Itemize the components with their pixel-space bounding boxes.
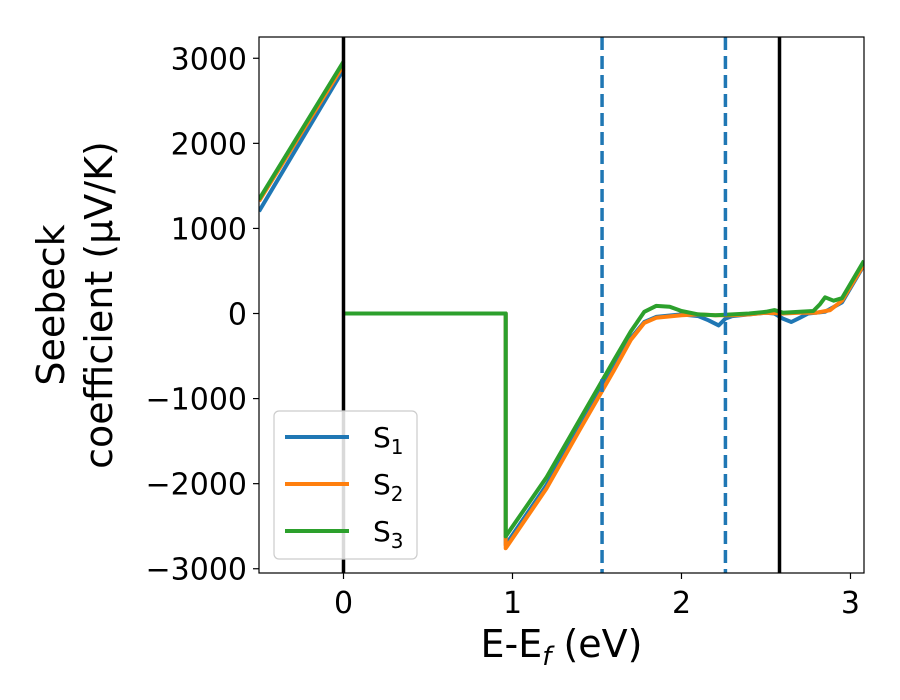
series-line-1-segment-1 — [259, 68, 346, 213]
legend: S1 S2 S3 — [273, 410, 418, 560]
x-tick-label: 1 — [503, 586, 522, 621]
axes-frame — [258, 36, 865, 574]
y-tick-label: −2000 — [146, 468, 247, 503]
legend-label-1: S1 — [373, 421, 404, 459]
y-tick-label: −3000 — [146, 553, 247, 588]
y-tick-label: 0 — [228, 298, 247, 333]
x-tick-label: 0 — [334, 586, 353, 621]
series-line-3-segment-1 — [259, 60, 346, 201]
y-tick-label: 3000 — [171, 42, 247, 77]
legend-label-2: S2 — [373, 468, 404, 506]
x-axis-label: E-Ef (eV) — [481, 622, 643, 672]
axes: 0 1 2 3 −3000 −2000 −1000 0 1000 2000 3000 — [146, 36, 865, 621]
legend-label-3: S3 — [373, 515, 404, 553]
x-tick-label: 3 — [841, 586, 860, 621]
y-tick-label: −1000 — [146, 383, 247, 418]
x-tick-label: 2 — [672, 586, 691, 621]
y-axis-label-line1: Seebeck — [29, 224, 73, 385]
y-axis-label-line2: coefficient (μV/K) — [77, 141, 121, 469]
y-tick-label: 1000 — [171, 212, 247, 247]
y-tick-label: 2000 — [171, 127, 247, 162]
plot-area — [259, 37, 864, 573]
series-line-3-segment-2 — [343, 259, 864, 539]
